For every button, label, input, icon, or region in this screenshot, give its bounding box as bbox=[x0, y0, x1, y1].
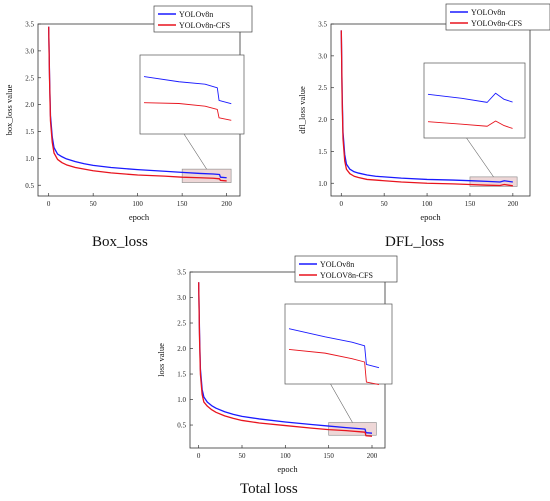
y-tick-label: 2.0 bbox=[318, 116, 327, 124]
y-tick-label: 1.5 bbox=[318, 148, 327, 156]
y-tick-label: 2.0 bbox=[177, 345, 186, 353]
legend-label: YOLOv8n-CFS bbox=[471, 19, 522, 28]
y-tick-label: 1.0 bbox=[25, 155, 34, 163]
x-tick-label: 150 bbox=[323, 452, 334, 460]
x-axis-label: epoch bbox=[129, 212, 150, 222]
chart-2: 0 50 100 150 200 0.5 1.0 1.5 2.0 2.5 3.0 3.5 epoch lo… bbox=[156, 255, 398, 474]
y-axis-label: box_loss value bbox=[4, 84, 14, 135]
x-tick-label: 50 bbox=[239, 452, 247, 460]
y-axis-label: dfl_loss value bbox=[297, 86, 307, 134]
legend-label: YOLOv8n-CFS bbox=[179, 21, 230, 30]
inset-connector bbox=[183, 133, 207, 170]
x-axis-label: epoch bbox=[277, 464, 298, 474]
x-tick-label: 100 bbox=[422, 200, 433, 208]
y-tick-label: 2.5 bbox=[25, 74, 34, 82]
series-group bbox=[198, 282, 373, 437]
inset-series-line bbox=[143, 102, 232, 121]
legend-box bbox=[294, 255, 398, 283]
legend-label: YOLOv8n bbox=[179, 10, 213, 19]
y-tick-label: 1.5 bbox=[177, 371, 186, 379]
inset-series-line bbox=[427, 120, 513, 129]
y-tick-label: 3.0 bbox=[25, 47, 34, 55]
series-line-cfs bbox=[48, 26, 227, 182]
inset-connector bbox=[330, 383, 353, 423]
chart-1: 0 50 100 150 200 1.0 1.5 2.0 2.5 3.0 3.5 epoch dfl_l… bbox=[297, 3, 550, 222]
y-tick-label: 3.0 bbox=[177, 294, 186, 302]
x-tick-label: 0 bbox=[47, 200, 51, 208]
legend-box bbox=[445, 3, 550, 31]
chart-0: 0 50 100 150 200 0.5 1.0 1.5 2.0 2.5 3.0 3.5 epoch bo… bbox=[4, 5, 253, 222]
legend-label: YOLOv8n bbox=[471, 8, 505, 17]
x-tick-label: 200 bbox=[367, 452, 378, 460]
x-tick-label: 150 bbox=[177, 200, 188, 208]
inset-series-line bbox=[143, 76, 232, 105]
y-tick-label: 3.5 bbox=[25, 21, 34, 29]
x-tick-label: 200 bbox=[221, 200, 232, 208]
inset-frame bbox=[284, 303, 393, 385]
inset-series-line bbox=[288, 328, 380, 369]
y-tick-label: 3.5 bbox=[177, 269, 186, 277]
x-tick-label: 50 bbox=[90, 200, 98, 208]
y-tick-label: 3.5 bbox=[318, 21, 327, 29]
series-line-cfs bbox=[198, 282, 373, 437]
y-tick-label: 2.5 bbox=[318, 84, 327, 92]
x-tick-label: 150 bbox=[465, 200, 476, 208]
x-tick-label: 100 bbox=[132, 200, 143, 208]
x-tick-label: 0 bbox=[197, 452, 201, 460]
caption-dfl-loss: DFL_loss bbox=[385, 234, 445, 250]
y-tick-label: 0.5 bbox=[177, 422, 186, 430]
series-line-cfs bbox=[340, 30, 513, 187]
y-tick-label: 1.0 bbox=[177, 396, 186, 404]
x-axis-label: epoch bbox=[420, 212, 441, 222]
inset-connector bbox=[466, 137, 494, 178]
y-tick-label: 1.5 bbox=[25, 128, 34, 136]
legend-label: YOLOV8n-CFS bbox=[320, 271, 373, 280]
y-tick-label: 0.5 bbox=[25, 182, 34, 190]
legend-box bbox=[153, 5, 253, 33]
plot-frame bbox=[330, 23, 531, 197]
inset-series-line bbox=[427, 92, 513, 103]
x-tick-label: 50 bbox=[381, 200, 389, 208]
x-tick-label: 200 bbox=[508, 200, 519, 208]
series-group bbox=[48, 26, 227, 182]
y-tick-label: 1.0 bbox=[318, 180, 327, 188]
y-tick-label: 3.0 bbox=[318, 52, 327, 60]
y-tick-label: 2.5 bbox=[177, 320, 186, 328]
y-tick-label: 2.0 bbox=[25, 101, 34, 109]
inset-series-line bbox=[288, 349, 380, 386]
legend-label: YOLOv8n bbox=[320, 260, 354, 269]
inset-frame bbox=[139, 54, 245, 135]
x-tick-label: 100 bbox=[280, 452, 291, 460]
series-group bbox=[340, 30, 513, 187]
y-axis-label: loss value bbox=[156, 343, 166, 377]
caption-total-loss: Total loss bbox=[240, 481, 298, 497]
caption-box-loss: Box_loss bbox=[92, 234, 148, 250]
series-line-baseline bbox=[340, 30, 513, 183]
x-tick-label: 0 bbox=[340, 200, 344, 208]
